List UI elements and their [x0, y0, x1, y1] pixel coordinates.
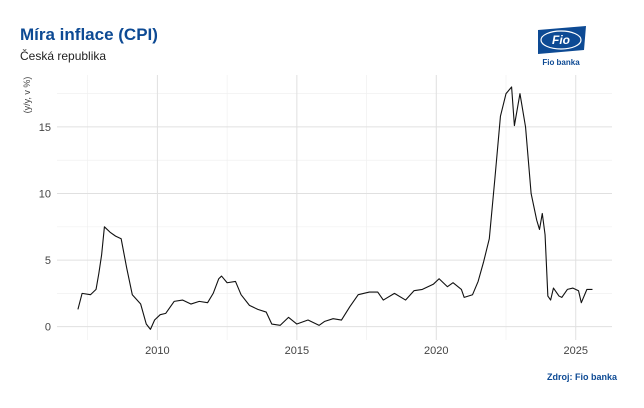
source: Zdroj: Fio banka — [547, 372, 618, 382]
logo: Fio Fio banka — [538, 26, 586, 67]
y-tick-label: 10 — [39, 189, 51, 201]
x-tick-label: 2010 — [145, 345, 169, 357]
logo-ring — [540, 30, 582, 50]
y-axis-label: (y/y, v %) — [22, 77, 32, 114]
series-line — [77, 86, 593, 330]
y-tick-label: 0 — [45, 322, 51, 334]
x-tick-label: 2020 — [424, 345, 448, 357]
logo-text: Fio banka — [542, 58, 580, 67]
chart-subtitle: Česká republika — [20, 48, 106, 63]
y-tick-label: 5 — [45, 255, 51, 267]
x-tick-label: 2015 — [285, 345, 309, 357]
y-tick-label: 15 — [39, 122, 51, 134]
x-tick-label: 2025 — [564, 345, 588, 357]
chart-title: Míra inflace (CPI) — [20, 25, 158, 44]
logo-mark: Fio — [552, 33, 570, 47]
